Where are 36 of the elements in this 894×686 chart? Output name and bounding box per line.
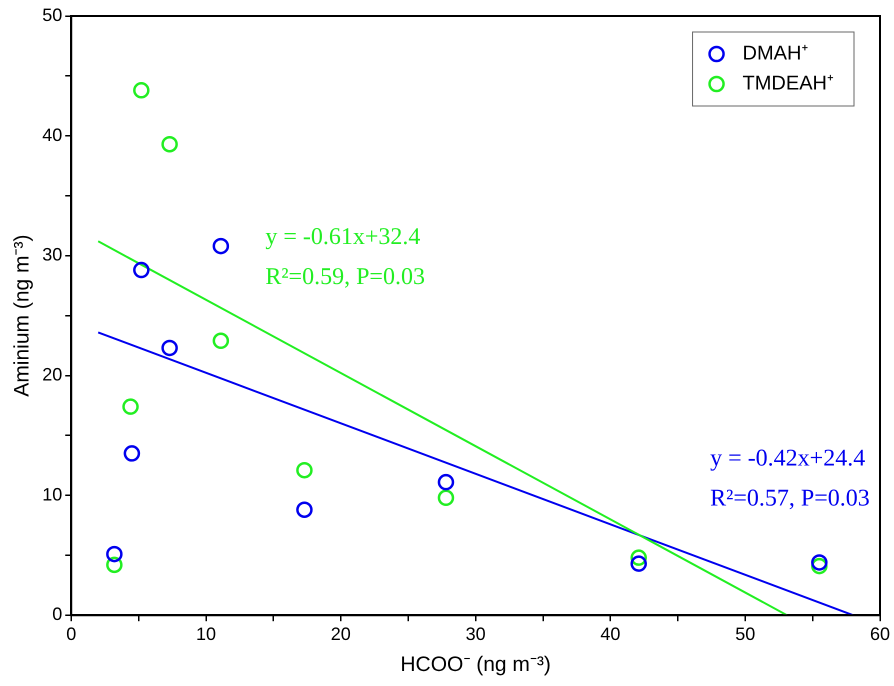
x-tick-label: 50 <box>735 624 756 644</box>
annotation: R²=0.59, P=0.03 <box>265 264 425 290</box>
annotation: y = -0.61x+32.4 <box>265 224 420 250</box>
x-axis-title: HCOO⁻ (ng m⁻³) <box>400 653 551 676</box>
x-tick-label: 10 <box>196 624 216 644</box>
annotation: R²=0.57, P=0.03 <box>710 486 870 512</box>
point <box>161 340 178 356</box>
point <box>212 238 230 254</box>
y-tick-label: 10 <box>42 484 62 504</box>
point <box>106 546 123 562</box>
point <box>133 262 150 278</box>
legend-label: TMDEAH⁺ <box>742 72 834 95</box>
y-axis-title: Aminium (ng m⁻³) <box>10 234 34 397</box>
y-tick-label: 50 <box>42 4 62 25</box>
point <box>438 474 454 490</box>
point <box>133 82 150 99</box>
point <box>122 398 139 415</box>
x-tick-label: 60 <box>870 624 890 644</box>
point <box>296 462 313 478</box>
point <box>161 136 178 152</box>
point <box>438 490 454 506</box>
point <box>212 332 230 350</box>
legend-label: DMAH⁺ <box>742 42 808 65</box>
point <box>296 501 313 518</box>
y-tick-label: 20 <box>42 364 62 384</box>
annotation: y = -0.42x+24.4 <box>710 446 866 472</box>
point <box>811 554 828 571</box>
x-tick-label: 40 <box>600 624 620 644</box>
point <box>630 555 647 572</box>
x-tick-label: 30 <box>466 624 486 644</box>
x-tick-label: 20 <box>330 624 351 644</box>
x-tick-label: 0 <box>66 624 76 644</box>
y-tick-label: 40 <box>42 124 62 145</box>
y-tick-label: 0 <box>52 604 62 624</box>
point <box>124 445 140 462</box>
y-tick-label: 30 <box>42 244 62 265</box>
